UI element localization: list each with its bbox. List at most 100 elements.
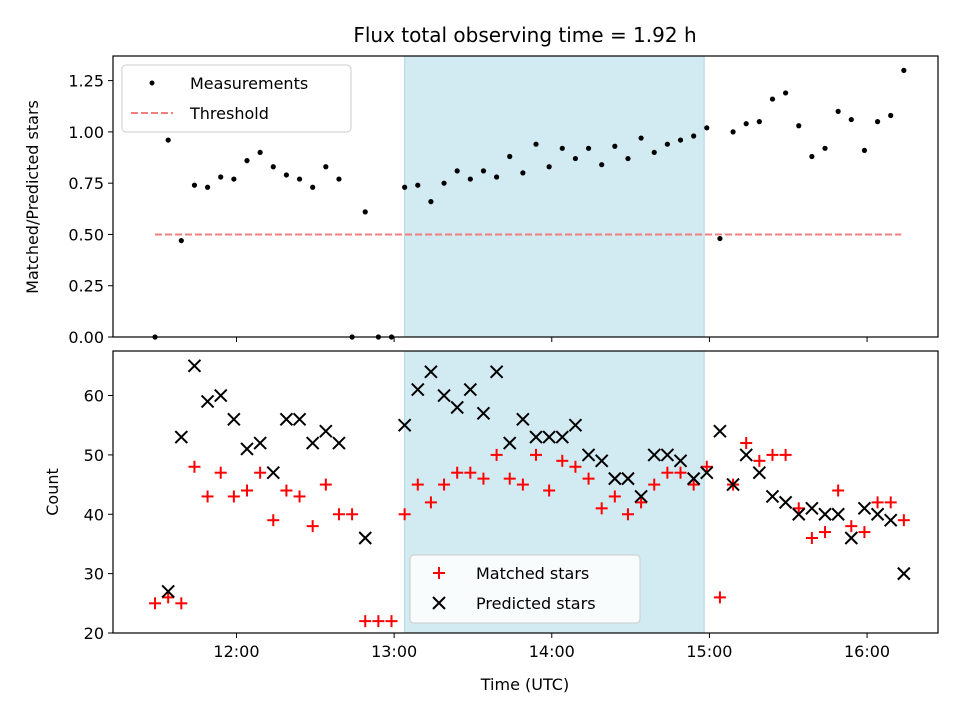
measurement-point xyxy=(559,145,565,151)
predicted-star-point xyxy=(870,507,885,521)
chart-title: Flux total observing time = 1.92 h xyxy=(353,23,696,47)
matched-star-point xyxy=(267,514,280,527)
measurement-point xyxy=(310,184,316,190)
count-ytick-label: 60 xyxy=(84,387,104,406)
predicted-star-point xyxy=(739,448,753,462)
predicted-star-point xyxy=(266,465,280,480)
measurements-legend-marker xyxy=(149,80,155,86)
ratio-plot-area xyxy=(152,55,907,340)
measurement-point xyxy=(848,116,854,123)
matched-star-point xyxy=(438,478,451,491)
matched-star-point xyxy=(648,478,661,491)
predicted-star-point xyxy=(305,436,320,450)
predicted-star-point xyxy=(634,489,648,504)
matched-star-point xyxy=(398,508,411,521)
measurement-point xyxy=(901,67,907,73)
predicted-star-point xyxy=(358,531,372,545)
measurement-point xyxy=(730,129,736,135)
count-ytick-label: 30 xyxy=(84,565,104,584)
predicted-star-point xyxy=(883,513,898,527)
predicted-star-point xyxy=(397,418,412,432)
measurement-point xyxy=(231,176,237,182)
predicted-star-point xyxy=(240,442,254,456)
matched-star-point xyxy=(516,478,529,491)
predicted-star-point xyxy=(187,359,202,373)
matched-star-point xyxy=(385,615,398,628)
measurement-point xyxy=(402,184,408,190)
matched-star-point xyxy=(569,460,582,473)
matched-star-point xyxy=(884,496,897,509)
matched-star-point xyxy=(832,484,845,497)
measurement-point xyxy=(165,137,171,143)
matched-star-point xyxy=(201,490,214,503)
matched-star-point xyxy=(175,597,188,610)
measurement-point xyxy=(677,137,684,143)
matched-star-point xyxy=(346,508,359,521)
matched-star-point xyxy=(424,496,437,509)
count-ytick-label: 50 xyxy=(84,446,104,465)
measurement-point xyxy=(612,143,618,149)
predicted-star-point xyxy=(818,507,832,521)
ratio-y-axis-label: Matched/Predicted stars xyxy=(23,100,42,294)
predicted-star-point xyxy=(437,388,451,403)
matched-star-point xyxy=(897,514,910,527)
measurement-point xyxy=(783,90,789,96)
matched-star-point xyxy=(674,466,687,479)
matched-star-point xyxy=(635,496,648,509)
measurement-point xyxy=(651,149,657,156)
measurement-point xyxy=(244,158,250,164)
measurement-point xyxy=(743,121,749,127)
matched-star-point xyxy=(740,437,753,450)
matched-star-point xyxy=(753,454,766,467)
predicted-star-point xyxy=(765,489,780,504)
measurement-point xyxy=(415,182,421,188)
measurement-point xyxy=(756,119,762,125)
matched-star-point xyxy=(319,478,332,491)
matched-star-point xyxy=(858,526,871,539)
predicted-star-point xyxy=(200,394,215,409)
predicted-star-point xyxy=(897,566,911,581)
measurement-point xyxy=(585,145,592,151)
matched-star-point xyxy=(792,502,805,515)
measurement-point xyxy=(717,235,723,242)
count-legend: Matched stars Predicted stars xyxy=(409,554,641,624)
predicted-star-point xyxy=(253,436,267,450)
matched-star-point xyxy=(621,508,634,521)
predicted-star-point xyxy=(857,501,872,516)
count-ytick-label: 40 xyxy=(84,505,104,524)
predicted-star-point xyxy=(844,531,859,545)
predicted-star-point xyxy=(542,430,556,444)
predicted-star-point xyxy=(621,471,635,486)
predicted-star-point xyxy=(450,400,464,415)
matched-star-point xyxy=(779,448,792,461)
x-tick-label: 15:00 xyxy=(686,642,732,661)
matched-star-point xyxy=(503,472,516,485)
measurement-point xyxy=(336,176,342,182)
predicted-star-point xyxy=(319,424,333,438)
matched-star-point xyxy=(766,448,779,461)
count-legend-box xyxy=(409,554,641,624)
matched-star-point xyxy=(332,508,345,521)
matched-star-point xyxy=(530,448,543,461)
predicted-star-point xyxy=(463,382,478,397)
ratio-ytick-label: 1.25 xyxy=(68,72,104,91)
measurement-point xyxy=(809,153,815,160)
ratio-ytick-label: 0.25 xyxy=(68,277,104,296)
measurement-point xyxy=(191,182,198,188)
predicted-legend-label: Predicted stars xyxy=(476,594,596,613)
measurement-point xyxy=(625,155,631,162)
predicted-star-point xyxy=(778,495,793,510)
ratio-legend: Measurements Threshold xyxy=(121,64,352,133)
measurement-point xyxy=(874,119,881,125)
predicted-star-point xyxy=(214,388,228,403)
count-ytick-label: 20 xyxy=(84,624,104,643)
matched-star-point xyxy=(149,597,162,610)
measurement-point xyxy=(533,141,539,147)
ratio-legend-box xyxy=(121,64,352,133)
matched-star-point xyxy=(595,502,608,515)
predicted-star-point xyxy=(673,454,688,468)
measurement-point xyxy=(257,149,263,156)
measurement-point xyxy=(796,123,802,129)
count-axes: 20 30 40 50 60 12:00 13:00 14:00 15:00 16:00 xyxy=(84,387,890,661)
matched-star-point xyxy=(306,520,319,533)
